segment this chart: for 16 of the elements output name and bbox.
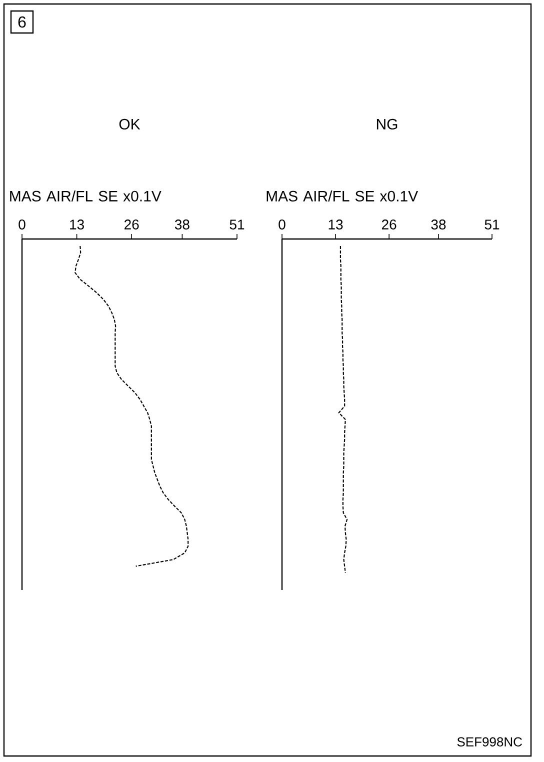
x-tick-label: 38 bbox=[174, 220, 190, 230]
chart-title: OK bbox=[119, 118, 140, 130]
chart-title: NG bbox=[376, 118, 398, 130]
x-tick-label: 0 bbox=[18, 220, 26, 230]
x-tick-label: 51 bbox=[484, 220, 500, 230]
x-axis-title: MAS AIR/FL SE x0.1V bbox=[10, 190, 162, 202]
x-tick-label: 51 bbox=[230, 220, 244, 230]
text: 6 bbox=[18, 16, 26, 28]
x-tick-label: 26 bbox=[382, 220, 396, 230]
x-tick-label: 0 bbox=[278, 220, 286, 230]
x-tick-label: 13 bbox=[70, 220, 84, 230]
x-tick-label: 13 bbox=[328, 220, 343, 230]
x-tick-label: 38 bbox=[431, 220, 446, 230]
x-axis-title: MAS AIR/FL SE x0.1V bbox=[266, 190, 418, 202]
x-tick-label: 26 bbox=[124, 220, 139, 230]
text: SEF998NC bbox=[457, 737, 522, 746]
